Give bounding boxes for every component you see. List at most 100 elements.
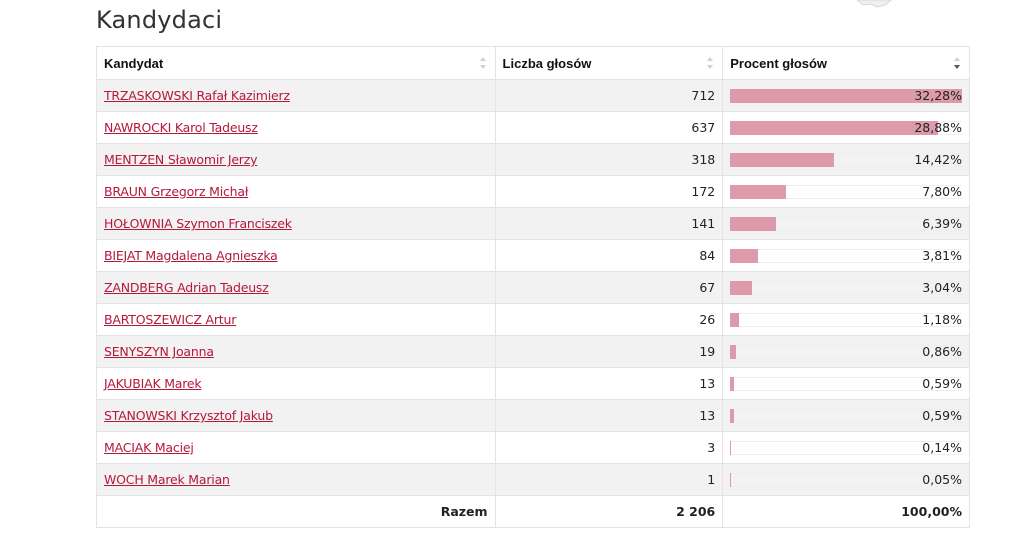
- vote-percent: 0,86%: [922, 343, 962, 359]
- percent-bar-track: [730, 376, 962, 391]
- column-header-votes[interactable]: Liczba głosów: [494, 46, 724, 80]
- table-row: MENTZEN Sławomir Jerzy 318 14,42%: [96, 143, 970, 176]
- vote-count: 67: [494, 271, 724, 304]
- table-row: TRZASKOWSKI Rafał Kazimierz 712 32,28%: [96, 79, 970, 112]
- column-header-percent[interactable]: Procent głosów: [722, 46, 970, 80]
- percent-bar: 0,59%: [730, 407, 962, 423]
- vote-percent-cell: 14,42%: [722, 143, 970, 176]
- percent-bar-fill: [730, 440, 732, 455]
- table-row: STANOWSKI Krzysztof Jakub 13 0,59%: [96, 399, 970, 432]
- vote-count: 26: [494, 303, 724, 336]
- candidate-link[interactable]: MENTZEN Sławomir Jerzy: [104, 152, 258, 167]
- vote-percent: 0,14%: [922, 439, 962, 455]
- table-body: TRZASKOWSKI Rafał Kazimierz 712 32,28% NAWR…: [96, 79, 970, 496]
- vote-percent: 32,28%: [914, 87, 962, 103]
- column-header-name[interactable]: Kandydat: [96, 46, 496, 80]
- vote-percent: 7,80%: [922, 183, 962, 199]
- candidate-link[interactable]: BARTOSZEWICZ Artur: [104, 312, 237, 327]
- candidate-link[interactable]: ZANDBERG Adrian Tadeusz: [104, 280, 269, 295]
- percent-bar: 6,39%: [730, 216, 962, 231]
- percent-bar-track: [730, 216, 962, 231]
- vote-percent-cell: 1,18%: [722, 303, 970, 336]
- vote-percent-cell: 3,04%: [722, 271, 970, 304]
- candidate-name-cell: ZANDBERG Adrian Tadeusz: [96, 271, 496, 304]
- vote-percent: 28,88%: [914, 119, 962, 135]
- total-label: Razem: [96, 495, 496, 528]
- vote-percent-cell: 0,05%: [722, 463, 970, 496]
- column-header-name-label: Kandydat: [104, 55, 164, 71]
- candidate-name-cell: STANOWSKI Krzysztof Jakub: [96, 399, 496, 432]
- table-row: WOCH Marek Marian 1 0,05%: [96, 463, 970, 496]
- vote-count: 84: [494, 239, 724, 272]
- table-row: NAWROCKI Karol Tadeusz 637 28,88%: [96, 111, 970, 144]
- vote-percent-cell: 7,80%: [722, 175, 970, 208]
- candidate-link[interactable]: TRZASKOWSKI Rafał Kazimierz: [104, 88, 290, 103]
- vote-count: 3: [494, 431, 724, 464]
- candidate-link[interactable]: NAWROCKI Karol Tadeusz: [104, 120, 258, 135]
- table-row: MACIAK Maciej 3 0,14%: [96, 431, 970, 464]
- percent-bar-fill: [730, 344, 737, 359]
- candidate-name-cell: BARTOSZEWICZ Artur: [96, 303, 496, 336]
- table-header-row: Kandydat Liczba głosów Procent głosów: [96, 46, 970, 80]
- percent-bar: 0,05%: [730, 472, 962, 487]
- vote-percent: 3,81%: [922, 247, 962, 263]
- candidate-link[interactable]: JAKUBIAK Marek: [104, 376, 202, 391]
- vote-count: 13: [494, 399, 724, 432]
- sort-desc-icon: [954, 57, 960, 69]
- candidate-name-cell: BIEJAT Magdalena Agnieszka: [96, 239, 496, 272]
- percent-bar-fill: [730, 312, 739, 327]
- vote-percent-cell: 32,28%: [722, 79, 970, 112]
- vote-count: 318: [494, 143, 724, 176]
- percent-bar: 0,86%: [730, 343, 962, 359]
- candidate-name-cell: NAWROCKI Karol Tadeusz: [96, 111, 496, 144]
- vote-percent: 1,18%: [922, 311, 962, 327]
- percent-bar-track: [730, 280, 962, 295]
- percent-bar-fill: [730, 248, 758, 263]
- vote-percent-cell: 0,86%: [722, 335, 970, 368]
- candidate-link[interactable]: WOCH Marek Marian: [104, 472, 230, 487]
- candidate-link[interactable]: MACIAK Maciej: [104, 440, 194, 455]
- percent-bar-fill: [730, 88, 962, 103]
- percent-bar: 0,59%: [730, 375, 962, 391]
- total-votes: 2 206: [494, 495, 724, 528]
- vote-percent: 0,59%: [922, 407, 962, 423]
- candidate-link[interactable]: STANOWSKI Krzysztof Jakub: [104, 408, 273, 423]
- percent-bar: 0,14%: [730, 439, 962, 455]
- percent-bar-track: [730, 344, 962, 359]
- candidate-name-cell: SENYSZYN Joanna: [96, 335, 496, 368]
- percent-bar: 3,81%: [730, 247, 962, 263]
- vote-percent-cell: 0,59%: [722, 399, 970, 432]
- percent-bar-track: [730, 472, 962, 487]
- candidate-link[interactable]: SENYSZYN Joanna: [104, 344, 214, 359]
- vote-count: 712: [494, 79, 724, 112]
- vote-percent-cell: 6,39%: [722, 207, 970, 240]
- vote-percent-cell: 0,14%: [722, 431, 970, 464]
- candidate-link[interactable]: BRAUN Grzegorz Michał: [104, 184, 249, 199]
- candidate-link[interactable]: BIEJAT Magdalena Agnieszka: [104, 248, 278, 263]
- candidate-name-cell: MENTZEN Sławomir Jerzy: [96, 143, 496, 176]
- percent-bar-fill: [730, 120, 938, 135]
- percent-bar: 7,80%: [730, 183, 962, 199]
- total-percent: 100,00%: [722, 495, 970, 528]
- vote-count: 19: [494, 335, 724, 368]
- percent-bar-fill: [730, 408, 735, 423]
- table-footer-row: Razem 2 206 100,00%: [96, 495, 970, 528]
- candidate-name-cell: BRAUN Grzegorz Michał: [96, 175, 496, 208]
- candidate-name-cell: JAKUBIAK Marek: [96, 367, 496, 400]
- percent-bar-fill: [730, 152, 834, 167]
- vote-percent: 0,59%: [922, 375, 962, 391]
- column-header-percent-label: Procent głosów: [730, 55, 828, 71]
- percent-bar-track: [730, 312, 962, 327]
- sort-both-icon: [479, 57, 486, 69]
- percent-bar-track: [730, 440, 962, 455]
- vote-count: 141: [494, 207, 724, 240]
- candidate-name-cell: MACIAK Maciej: [96, 431, 496, 464]
- percent-bar-fill: [730, 472, 732, 487]
- vote-count: 172: [494, 175, 724, 208]
- candidate-link[interactable]: HOŁOWNIA Szymon Franciszek: [104, 216, 292, 231]
- vote-percent-cell: 28,88%: [722, 111, 970, 144]
- percent-bar-fill: [730, 280, 753, 295]
- table-row: BRAUN Grzegorz Michał 172 7,80%: [96, 175, 970, 208]
- candidate-name-cell: HOŁOWNIA Szymon Franciszek: [96, 207, 496, 240]
